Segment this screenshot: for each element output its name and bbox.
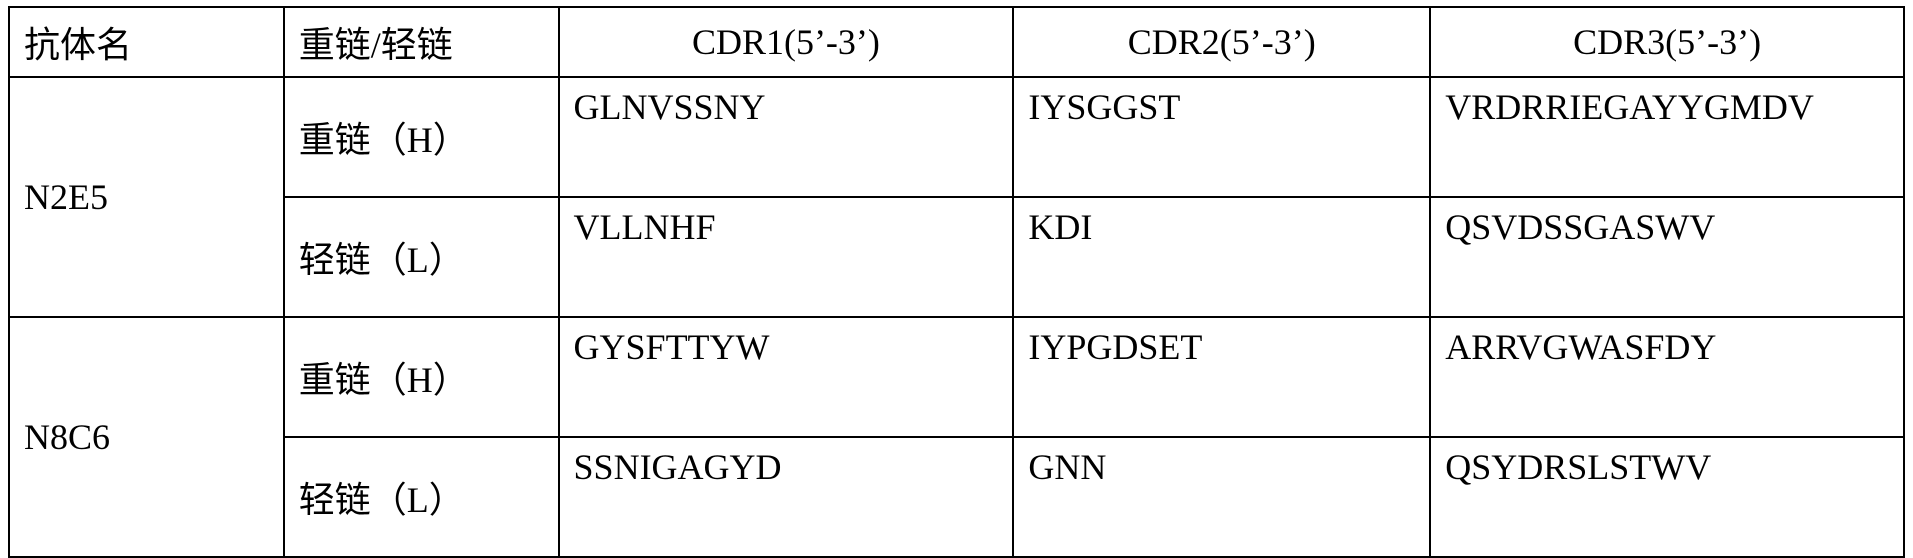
cdr1-cell: VLLNHF: [559, 197, 1014, 317]
col-header-cdr3: CDR3(5’-3’): [1430, 7, 1904, 77]
cdr1-cell: GLNVSSNY: [559, 77, 1014, 197]
col-header-cdr1: CDR1(5’-3’): [559, 7, 1014, 77]
cdr2-cell: KDI: [1013, 197, 1430, 317]
cdr1-cell: SSNIGAGYD: [559, 437, 1014, 557]
antibody-name-cell: N8C6: [9, 317, 284, 557]
cdr2-cell: IYPGDSET: [1013, 317, 1430, 437]
cdr2-cell: GNN: [1013, 437, 1430, 557]
col-header-chain: 重链/轻链: [284, 7, 559, 77]
table-row: N8C6 重链（H） GYSFTTYW IYPGDSET ARRVGWASFDY: [9, 317, 1904, 437]
table-row: 轻链（L） VLLNHF KDI QSVDSSGASWV: [9, 197, 1904, 317]
chain-label-cell: 重链（H）: [284, 77, 559, 197]
col-header-name: 抗体名: [9, 7, 284, 77]
chain-label-cell: 轻链（L）: [284, 437, 559, 557]
table-header-row: 抗体名 重链/轻链 CDR1(5’-3’) CDR2(5’-3’) CDR3(5…: [9, 7, 1904, 77]
table-row: 轻链（L） SSNIGAGYD GNN QSYDRSLSTWV: [9, 437, 1904, 557]
table-row: N2E5 重链（H） GLNVSSNY IYSGGST VRDRRIEGAYYG…: [9, 77, 1904, 197]
chain-label-cell: 轻链（L）: [284, 197, 559, 317]
chain-label-cell: 重链（H）: [284, 317, 559, 437]
cdr3-cell: QSVDSSGASWV: [1430, 197, 1904, 317]
cdr3-cell: QSYDRSLSTWV: [1430, 437, 1904, 557]
antibody-cdr-table: 抗体名 重链/轻链 CDR1(5’-3’) CDR2(5’-3’) CDR3(5…: [8, 6, 1905, 558]
cdr2-cell: IYSGGST: [1013, 77, 1430, 197]
col-header-cdr2: CDR2(5’-3’): [1013, 7, 1430, 77]
cdr3-cell: ARRVGWASFDY: [1430, 317, 1904, 437]
cdr3-cell: VRDRRIEGAYYGMDV: [1430, 77, 1904, 197]
cdr1-cell: GYSFTTYW: [559, 317, 1014, 437]
antibody-name-cell: N2E5: [9, 77, 284, 317]
